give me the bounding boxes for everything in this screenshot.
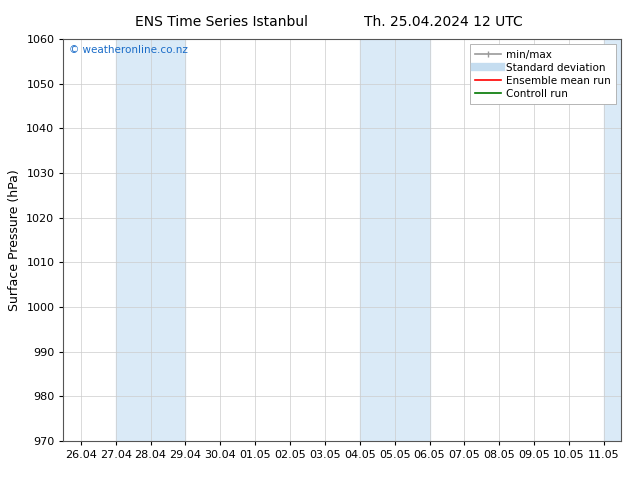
Text: ENS Time Series Istanbul: ENS Time Series Istanbul xyxy=(136,15,308,29)
Legend: min/max, Standard deviation, Ensemble mean run, Controll run: min/max, Standard deviation, Ensemble me… xyxy=(470,45,616,104)
Bar xyxy=(604,39,621,441)
Bar xyxy=(359,39,429,441)
Text: Th. 25.04.2024 12 UTC: Th. 25.04.2024 12 UTC xyxy=(365,15,523,29)
Text: © weatheronline.co.nz: © weatheronline.co.nz xyxy=(69,45,188,55)
Bar xyxy=(116,39,185,441)
Y-axis label: Surface Pressure (hPa): Surface Pressure (hPa) xyxy=(8,169,21,311)
